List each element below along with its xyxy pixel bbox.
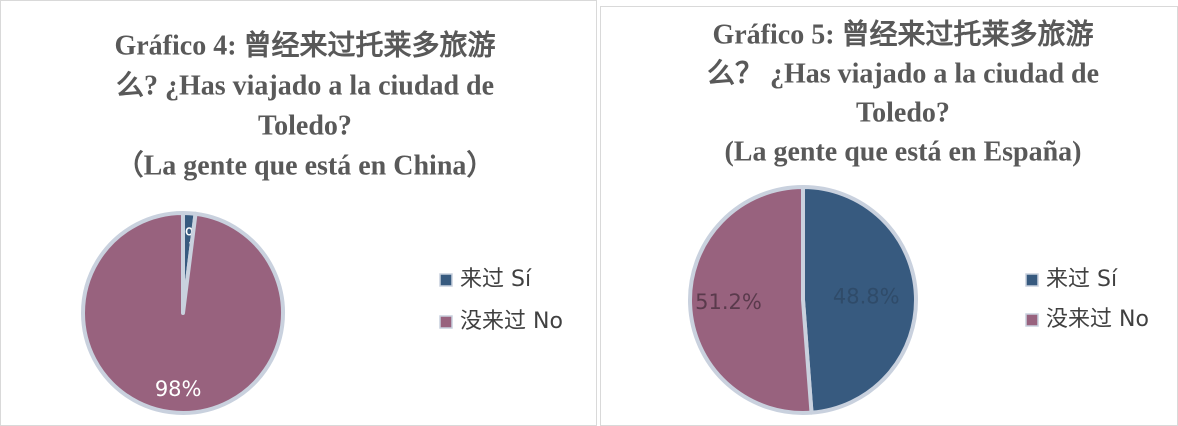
data-label: 51.2% bbox=[695, 290, 762, 314]
chart-title: Toledo? bbox=[258, 110, 352, 141]
pie-slice bbox=[801, 185, 918, 415]
pie-slice bbox=[688, 185, 814, 415]
chart-title: (La gente que está en España) bbox=[724, 136, 1081, 167]
chart-title: Gráfico 5: 曾经来过托莱多旅游 bbox=[712, 17, 1093, 50]
chart-title: 么？ ¿Has viajado a la ciudad de bbox=[707, 57, 1099, 89]
pie-slice bbox=[81, 211, 285, 415]
chart-title: Toledo? bbox=[856, 97, 950, 128]
legend-swatch bbox=[439, 315, 453, 329]
legend-swatch bbox=[439, 273, 453, 287]
data-label: 48.8% bbox=[833, 285, 900, 309]
legend-swatch bbox=[1025, 273, 1039, 287]
chart-title: 么? ¿Has viajado a la ciudad de bbox=[116, 69, 494, 101]
panel bbox=[0, 0, 597, 426]
legend-label: 来过 Sí bbox=[1046, 267, 1118, 292]
data-label: 98% bbox=[155, 377, 202, 401]
legend-swatch bbox=[1025, 313, 1039, 327]
legend-label: 来过 Sí bbox=[460, 267, 532, 292]
chart-title: Gráfico 4: 曾经来过托莱多旅游 bbox=[114, 28, 495, 61]
legend-label: 没来过 No bbox=[460, 309, 563, 334]
chart-title: （La gente que está en China） bbox=[116, 148, 495, 181]
legend-label: 没来过 No bbox=[1046, 307, 1149, 332]
